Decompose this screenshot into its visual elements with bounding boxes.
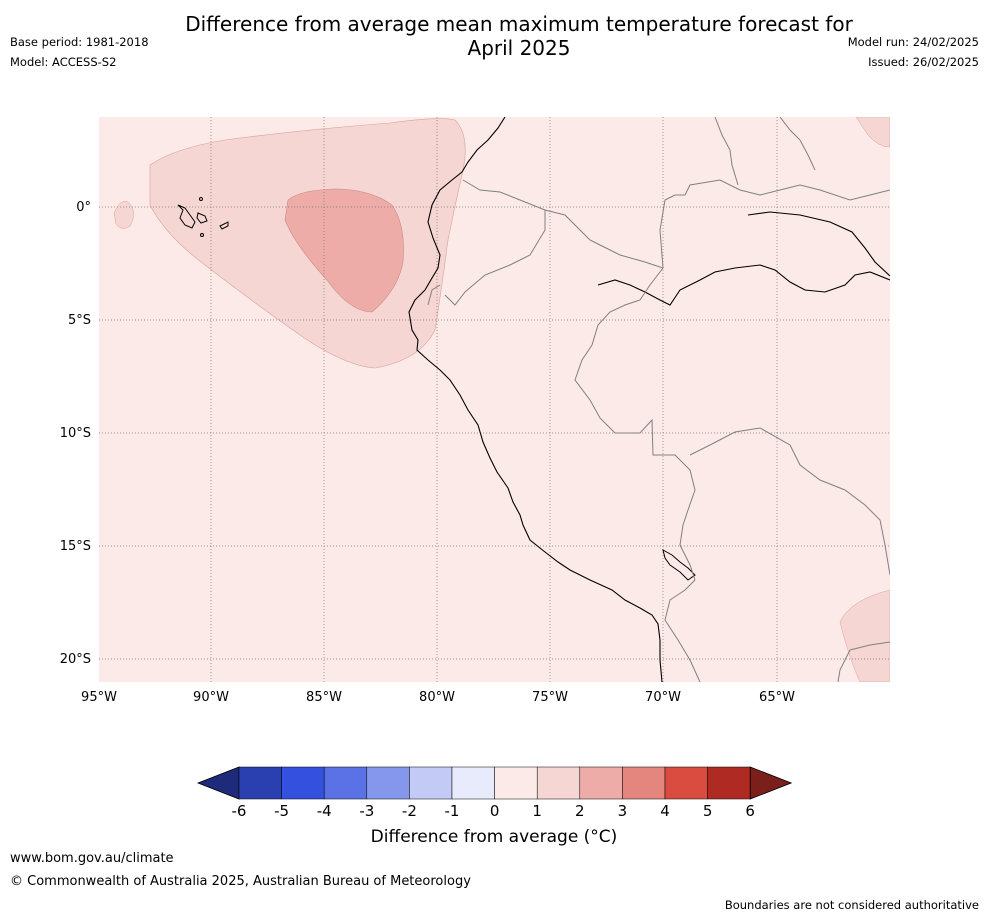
x-axis-labels: 95°W 90°W 85°W 80°W 75°W 70°W 65°W <box>81 690 795 705</box>
gridlines <box>99 117 890 682</box>
colorbar-tick-label: 1 <box>532 802 542 820</box>
lake-titicaca <box>662 549 696 581</box>
colorbar-segment <box>622 766 666 800</box>
title-line-2: April 2025 <box>467 36 571 60</box>
run-info: Model run: 24/02/2025 Issued: 26/02/2025 <box>848 32 979 72</box>
colorbar-tick-label: 0 <box>490 802 500 820</box>
page-title: Difference from average mean maximum tem… <box>0 12 988 60</box>
galapagos-islands <box>177 197 229 237</box>
country-borders <box>427 117 890 682</box>
colorbar-tick-label: -3 <box>359 802 374 820</box>
colorbar-segment <box>409 766 453 800</box>
base-period: Base period: 1981-2018 <box>10 35 149 49</box>
colorbar-segment <box>238 766 282 800</box>
x-tick-label: 95°W <box>81 690 117 705</box>
colorbar-segment <box>366 766 410 800</box>
x-tick-label: 75°W <box>532 690 568 705</box>
colorbar-tick-label: 3 <box>618 802 628 820</box>
colorbar-tick-label: -4 <box>317 802 332 820</box>
colorbar-tick-label: -2 <box>402 802 417 820</box>
anomaly-patch-northeast <box>855 117 890 148</box>
amazon-estuary <box>747 211 890 277</box>
map-area <box>99 117 890 682</box>
colorbar-segment <box>579 766 623 800</box>
y-tick-label: 5°S <box>68 313 91 328</box>
colorbar-segment <box>664 766 708 800</box>
y-tick-label: 20°S <box>60 652 91 667</box>
x-tick-label: 70°W <box>645 690 681 705</box>
footer-url: www.bom.gov.au/climate <box>10 851 174 866</box>
issued-date: Issued: 26/02/2025 <box>868 55 979 69</box>
x-tick-label: 80°W <box>419 690 455 705</box>
title-line-1: Difference from average mean maximum tem… <box>185 12 853 36</box>
anomaly-blob-west <box>113 200 134 229</box>
colorbar-segment <box>494 766 538 800</box>
colorbar <box>196 766 793 800</box>
x-tick-label: 85°W <box>306 690 342 705</box>
x-tick-label: 90°W <box>193 690 229 705</box>
colorbar-segment <box>707 766 751 800</box>
colorbar-segment <box>451 766 495 800</box>
colorbar-tick-labels: -6 -5 -4 -3 -2 -1 0 1 2 3 4 5 6 <box>232 802 755 820</box>
colorbar-segment <box>536 766 581 800</box>
colorbar-segment <box>281 766 325 800</box>
colorbar-tick-label: 2 <box>575 802 585 820</box>
model-name: Model: ACCESS-S2 <box>10 55 117 69</box>
south-america-coastline <box>408 117 663 682</box>
y-tick-label: 10°S <box>60 426 91 441</box>
colorbar-tick-label: -5 <box>274 802 289 820</box>
colorbar-tick-label: -6 <box>232 802 247 820</box>
colorbar-tick-label: 4 <box>660 802 670 820</box>
y-tick-label: 15°S <box>60 539 91 554</box>
colorbar-tick-label: 6 <box>745 802 755 820</box>
colorbar-label: Difference from average (°C) <box>370 827 618 847</box>
colorbar-extension-high <box>749 766 793 800</box>
x-tick-label: 65°W <box>759 690 795 705</box>
colorbar-extension-low <box>196 766 240 800</box>
footer-copyright: © Commonwealth of Australia 2025, Austra… <box>10 874 471 889</box>
colorbar-tick-label: -1 <box>445 802 460 820</box>
anomaly-region-2-3-core <box>284 188 404 313</box>
model-info: Base period: 1981-2018 Model: ACCESS-S2 <box>10 32 149 72</box>
y-tick-label: 0° <box>76 200 91 215</box>
y-axis-labels: 0° 5°S 10°S 15°S 20°S <box>60 200 91 667</box>
model-run-date: Model run: 24/02/2025 <box>847 35 979 49</box>
footer-note: Boundaries are not considered authoritat… <box>724 898 979 912</box>
colorbar-segment <box>323 766 368 800</box>
colorbar-tick-label: 5 <box>703 802 713 820</box>
